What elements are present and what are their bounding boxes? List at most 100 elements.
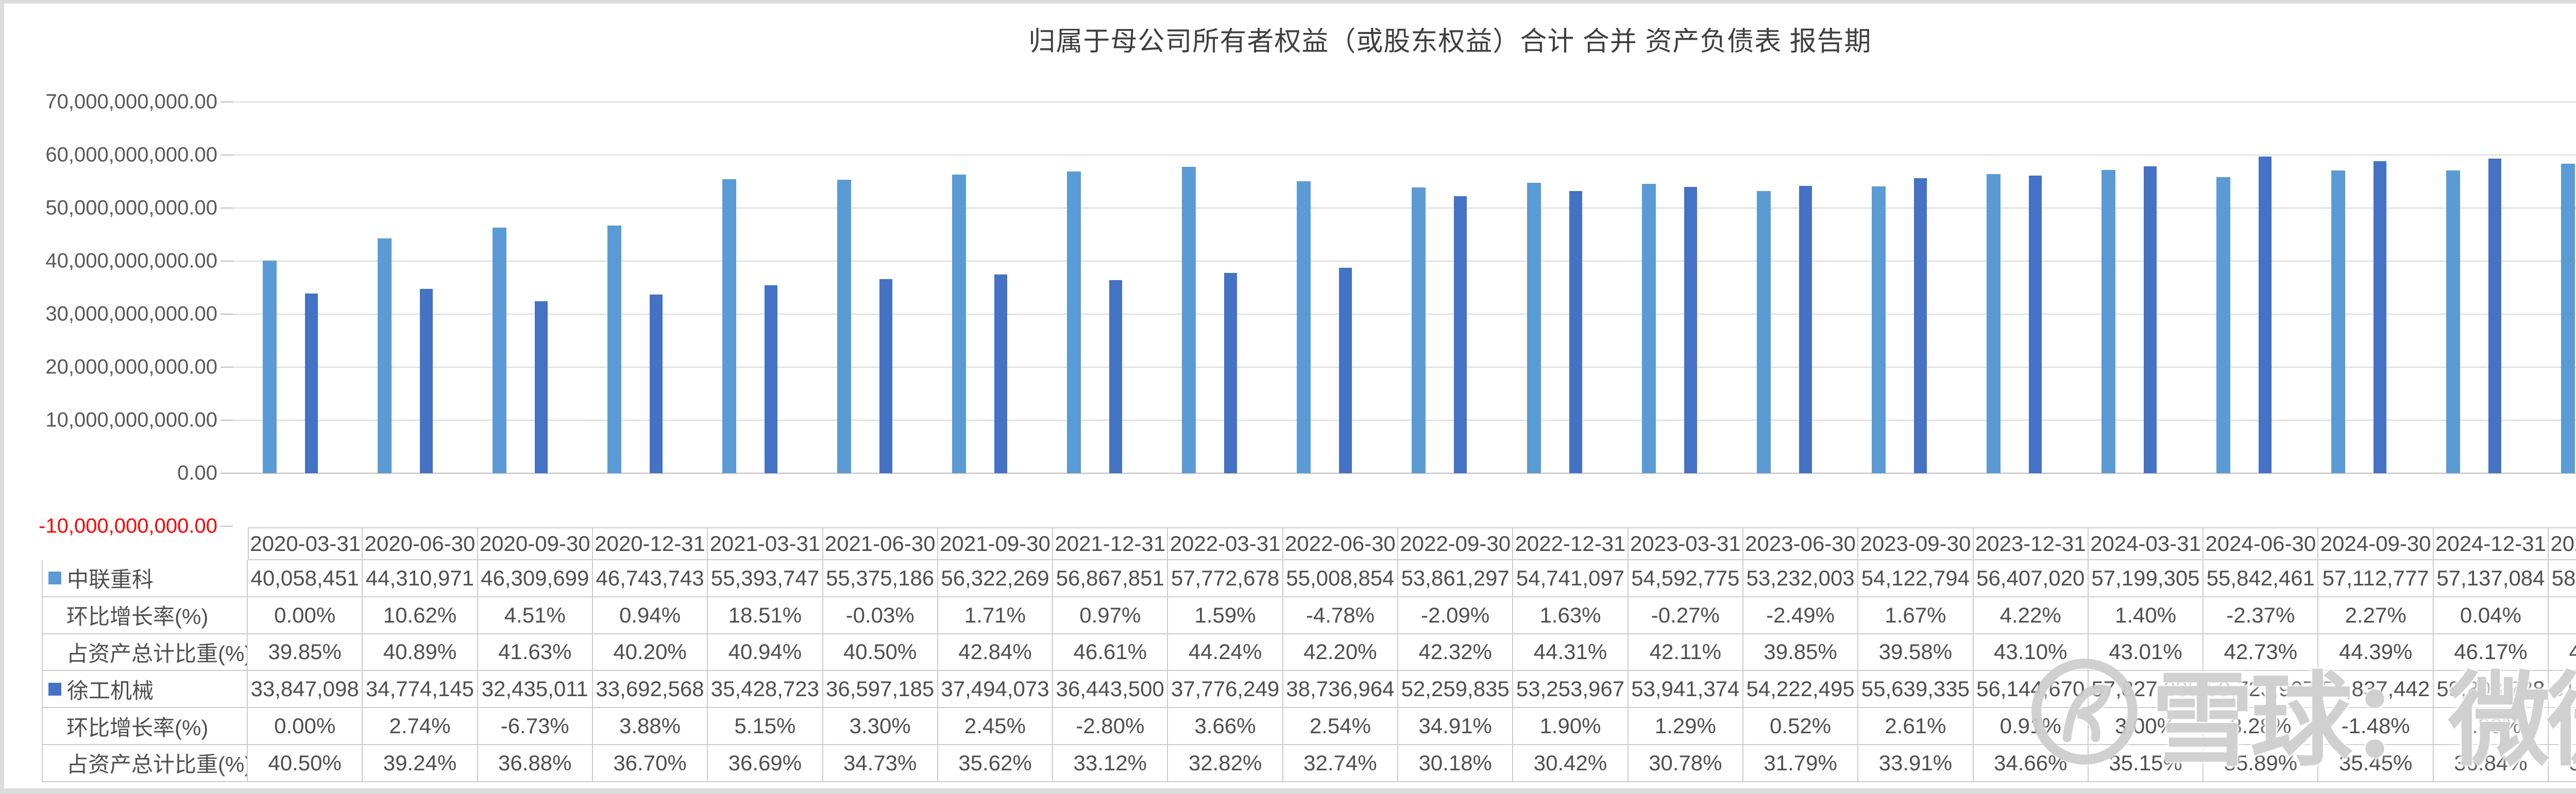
bar-徐工机械-2022-06-30 xyxy=(1339,268,1352,473)
value-cell: 52,259,835 xyxy=(1398,671,1514,709)
bar-group-2022-03-31 xyxy=(1152,102,1267,473)
y-axis-tick xyxy=(221,526,233,527)
bar-徐工机械-2024-03-31 xyxy=(2143,166,2157,473)
date-header-cell: 2021-12-31 xyxy=(1053,527,1168,560)
value-cell: 1.63% xyxy=(1513,597,1629,634)
row-label-text: 徐工机械 xyxy=(67,678,154,703)
value-cell: 35.89% xyxy=(2204,745,2319,782)
value-cell: 31.79% xyxy=(1743,745,1859,782)
bar-group-2021-09-30 xyxy=(922,102,1037,473)
bar-group-2021-03-31 xyxy=(692,102,807,473)
value-cell: 54,222,495 xyxy=(1743,671,1859,709)
bar-plot-area xyxy=(233,102,2576,473)
value-cell: 3.58% xyxy=(2549,708,2576,745)
bar-中联重科-2023-12-31 xyxy=(1986,174,2001,473)
value-cell: 44,310,971 xyxy=(363,560,478,597)
date-header-cell: 2020-12-31 xyxy=(592,527,708,560)
value-cell: 44.95% xyxy=(2549,634,2576,671)
bar-group-2023-03-31 xyxy=(1612,102,1727,473)
row-label-text: 环比增长率(%) xyxy=(66,715,209,740)
row-label-text: 占资产总计比重(%) xyxy=(66,752,248,777)
value-cell: 36,443,500 xyxy=(1053,671,1168,709)
bar-group-2024-03-31 xyxy=(2072,102,2187,473)
bar-中联重科-2021-12-31 xyxy=(1067,171,1081,473)
value-cell: 40.89% xyxy=(363,634,478,671)
value-cell: -4.78% xyxy=(1283,597,1399,634)
value-cell: 42.20% xyxy=(1283,634,1399,671)
value-cell: 46.17% xyxy=(2433,634,2549,671)
value-cell: 36.69% xyxy=(708,745,823,782)
bar-group-2021-12-31 xyxy=(1037,102,1152,473)
y-axis-tick xyxy=(221,154,233,156)
value-cell: 36.70% xyxy=(592,745,708,782)
gridline xyxy=(233,314,2576,315)
chart-title: 归属于母公司所有者权益（或股东权益）合计 合并 资产负债表 报告期 xyxy=(1028,27,1872,57)
value-cell: 2.54% xyxy=(1283,708,1399,745)
y-axis-label: 60,000,000,000.00 xyxy=(45,143,217,166)
bar-group-2022-12-31 xyxy=(1497,102,1612,473)
row-label-环比增长率(%): 环比增长率(%) xyxy=(42,597,248,634)
value-cell: 35,428,723 xyxy=(708,671,823,709)
bar-group-2024-06-30 xyxy=(2187,102,2301,473)
value-cell: 58,837,442 xyxy=(2318,671,2434,709)
value-cell: 3.00% xyxy=(2088,708,2204,745)
date-header-cell: 2024-03-31 xyxy=(2088,527,2204,560)
bar-徐工机械-2024-06-30 xyxy=(2258,156,2272,473)
value-cell: 30.42% xyxy=(1513,745,1629,782)
value-cell: 0.00% xyxy=(248,597,363,634)
value-cell: 37,494,073 xyxy=(938,671,1054,709)
value-cell: 0.97% xyxy=(1053,597,1168,634)
value-cell: 53,941,374 xyxy=(1628,671,1743,709)
bar-group-2020-12-31 xyxy=(578,102,692,473)
date-header-cell: 2021-03-31 xyxy=(708,527,823,560)
bar-中联重科-2020-06-30 xyxy=(378,238,392,473)
value-cell: -2.09% xyxy=(1398,597,1514,634)
value-cell: 39.24% xyxy=(363,745,478,782)
x-axis-line xyxy=(233,473,2576,474)
row-label-环比增长率(%): 环比增长率(%) xyxy=(42,708,248,745)
value-cell: 0.91% xyxy=(1973,708,2089,745)
value-cell: 0.94% xyxy=(592,597,708,634)
value-cell: 40.50% xyxy=(823,634,938,671)
value-cell: 57,772,678 xyxy=(1168,560,1283,597)
value-cell: 53,232,003 xyxy=(1743,560,1859,597)
value-cell: 55,008,854 xyxy=(1283,560,1399,597)
bar-徐工机械-2021-09-30 xyxy=(994,274,1008,473)
bar-group-2020-03-31 xyxy=(233,102,348,473)
value-cell: -0.03% xyxy=(823,597,938,634)
value-cell: 5.15% xyxy=(708,708,823,745)
value-cell: 61,429,943 xyxy=(2549,671,2576,709)
value-cell: 33.91% xyxy=(1858,745,1974,782)
bar-中联重科-2022-09-30 xyxy=(1412,187,1426,473)
bar-group-2021-06-30 xyxy=(807,102,922,473)
value-cell: 58,350,802 xyxy=(2549,560,2576,597)
row-label-text: 环比增长率(%) xyxy=(66,605,209,629)
value-cell: 32.74% xyxy=(1283,745,1399,782)
value-cell: 3.66% xyxy=(1168,708,1283,745)
y-axis-tick xyxy=(221,314,233,315)
value-cell: 34.73% xyxy=(823,745,938,782)
value-cell: 2.27% xyxy=(2318,597,2434,634)
value-cell: 36,597,185 xyxy=(823,671,938,709)
value-cell: 32,435,011 xyxy=(478,671,593,709)
value-cell: 2.45% xyxy=(938,708,1054,745)
date-header-cell: 2021-06-30 xyxy=(823,527,938,560)
value-cell: 44.24% xyxy=(1168,634,1283,671)
value-cell: 57,827,335 xyxy=(2088,671,2204,709)
bar-group-2022-09-30 xyxy=(1382,102,1497,473)
value-cell: 43.01% xyxy=(2088,634,2204,671)
legend-square-中联重科 xyxy=(48,572,61,585)
y-axis-label: 20,000,000,000.00 xyxy=(45,355,217,378)
bar-中联重科-2024-12-31 xyxy=(2446,170,2460,473)
value-cell: 43.10% xyxy=(1973,634,2089,671)
bar-group-2025-03-31 xyxy=(2531,102,2576,473)
gridline xyxy=(233,208,2576,209)
y-axis-label: 30,000,000,000.00 xyxy=(45,302,217,325)
value-cell: -2.80% xyxy=(1053,708,1168,745)
value-cell: -0.27% xyxy=(1628,597,1743,634)
value-cell: 55,639,335 xyxy=(1858,671,1974,709)
value-cell: 10.62% xyxy=(363,597,478,634)
value-cell: 55,375,186 xyxy=(823,560,938,597)
value-cell: 0.00% xyxy=(248,708,363,745)
bar-徐工机械-2023-09-30 xyxy=(1913,178,1927,473)
